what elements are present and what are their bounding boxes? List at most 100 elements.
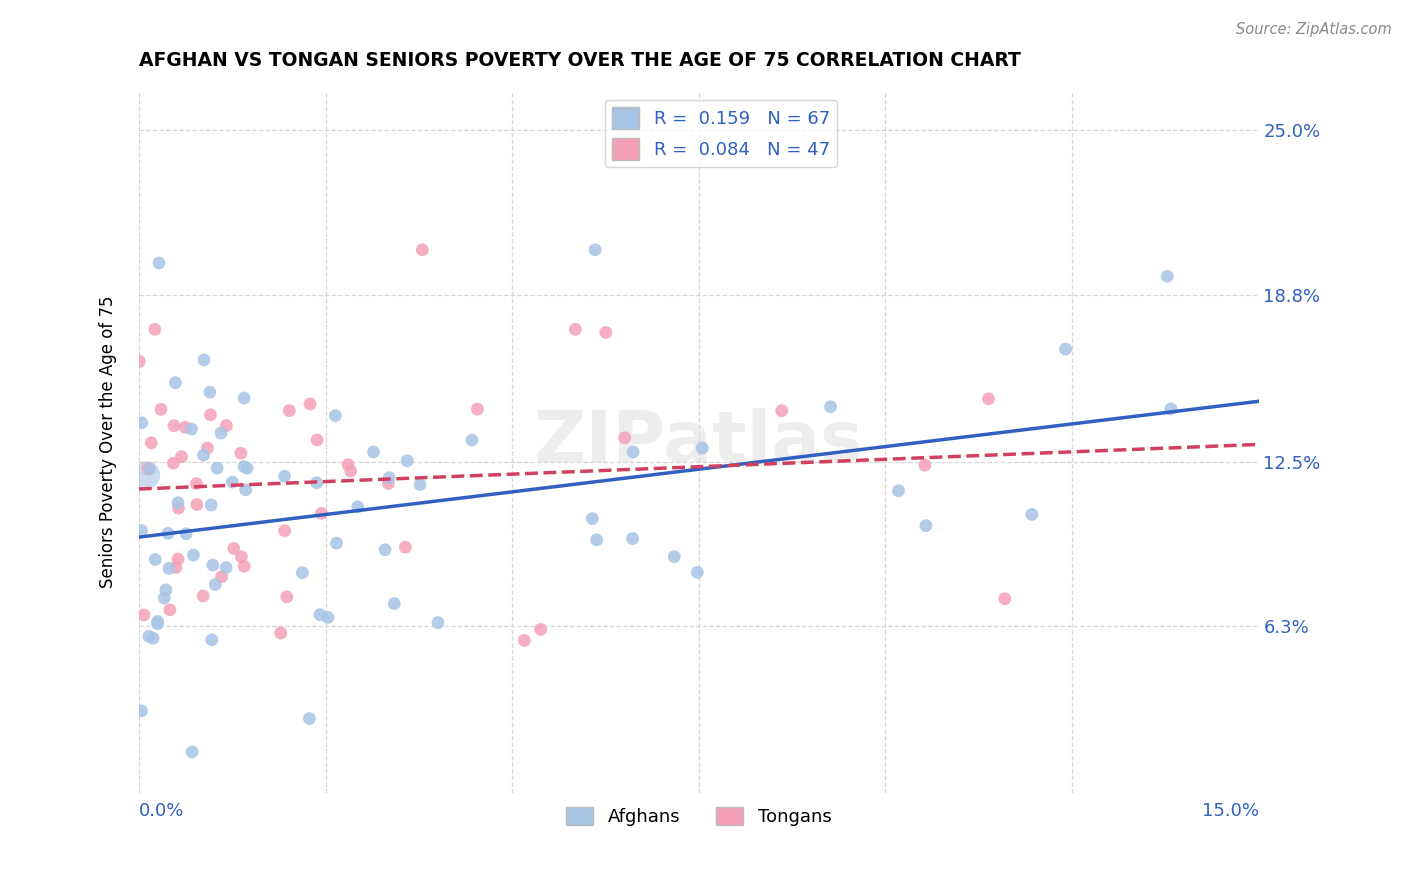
Point [585,533,607,547]
Point [233,459,256,474]
Point [148,256,170,270]
Point [621,532,644,546]
Point [915,518,938,533]
Point [581,511,603,525]
Point [174,526,197,541]
Point [621,445,644,459]
Point [664,549,686,564]
Text: 0.0%: 0.0% [139,802,184,820]
Point [396,454,419,468]
Point [181,745,204,759]
Point [136,461,159,475]
Point [209,425,232,440]
Point [994,591,1017,606]
Point [159,603,181,617]
Point [215,418,238,433]
Point [270,626,292,640]
Point [529,623,551,637]
Point [155,582,177,597]
Point [215,560,238,574]
Point [174,420,197,434]
Point [142,631,165,645]
Point [233,559,256,574]
Point [298,712,321,726]
Point [163,418,186,433]
Point [131,704,153,718]
Point [156,526,179,541]
Point [1156,269,1178,284]
Point [221,475,243,489]
Point [273,524,295,538]
Point [374,542,396,557]
Point [211,569,233,583]
Point [325,536,347,550]
Text: Source: ZipAtlas.com: Source: ZipAtlas.com [1236,22,1392,37]
Point [197,441,219,455]
Point [167,496,190,510]
Point [222,541,245,556]
Point [183,548,205,562]
Point [153,591,176,605]
Point [229,446,252,460]
Point [305,475,328,490]
Point [186,476,208,491]
Point [149,402,172,417]
Point [204,577,226,591]
Point [363,445,385,459]
Point [820,400,842,414]
Point [193,448,215,462]
Point [131,416,153,430]
Point [887,483,910,498]
Point [231,549,253,564]
Point [180,422,202,436]
Point [170,450,193,464]
Point [132,607,155,622]
Point [162,456,184,470]
Point [235,483,257,497]
Point [201,632,224,647]
Point [377,476,399,491]
Point [513,633,536,648]
Point [686,566,709,580]
Point [146,615,169,629]
Point [193,352,215,367]
Point [138,629,160,643]
Point [309,607,332,622]
Point [273,469,295,483]
Y-axis label: Seniors Poverty Over the Age of 75: Seniors Poverty Over the Age of 75 [100,296,117,588]
Point [186,498,208,512]
Point [337,458,360,472]
Text: ZIPatlas: ZIPatlas [534,408,863,476]
Point [411,243,433,257]
Point [198,385,221,400]
Point [1160,401,1182,416]
Point [291,566,314,580]
Text: 15.0%: 15.0% [1202,802,1258,820]
Text: AFGHAN VS TONGAN SENIORS POVERTY OVER THE AGE OF 75 CORRELATION CHART: AFGHAN VS TONGAN SENIORS POVERTY OVER TH… [139,51,1021,70]
Point [394,540,416,554]
Point [461,434,484,448]
Point [427,615,450,630]
Point [583,243,606,257]
Point [595,326,617,340]
Legend: Afghans, Tongans: Afghans, Tongans [558,800,839,833]
Point [378,471,401,485]
Point [690,441,713,455]
Point [613,431,636,445]
Point [325,409,347,423]
Point [200,498,222,512]
Point [311,506,333,520]
Point [157,561,180,575]
Point [1021,508,1043,522]
Point [131,524,153,538]
Point [382,597,405,611]
Point [191,589,214,603]
Point [278,403,301,417]
Point [346,500,368,514]
Point [205,461,228,475]
Point [409,477,432,491]
Point [201,558,224,573]
Point [128,354,150,368]
Point [1054,342,1077,356]
Point [138,462,160,476]
